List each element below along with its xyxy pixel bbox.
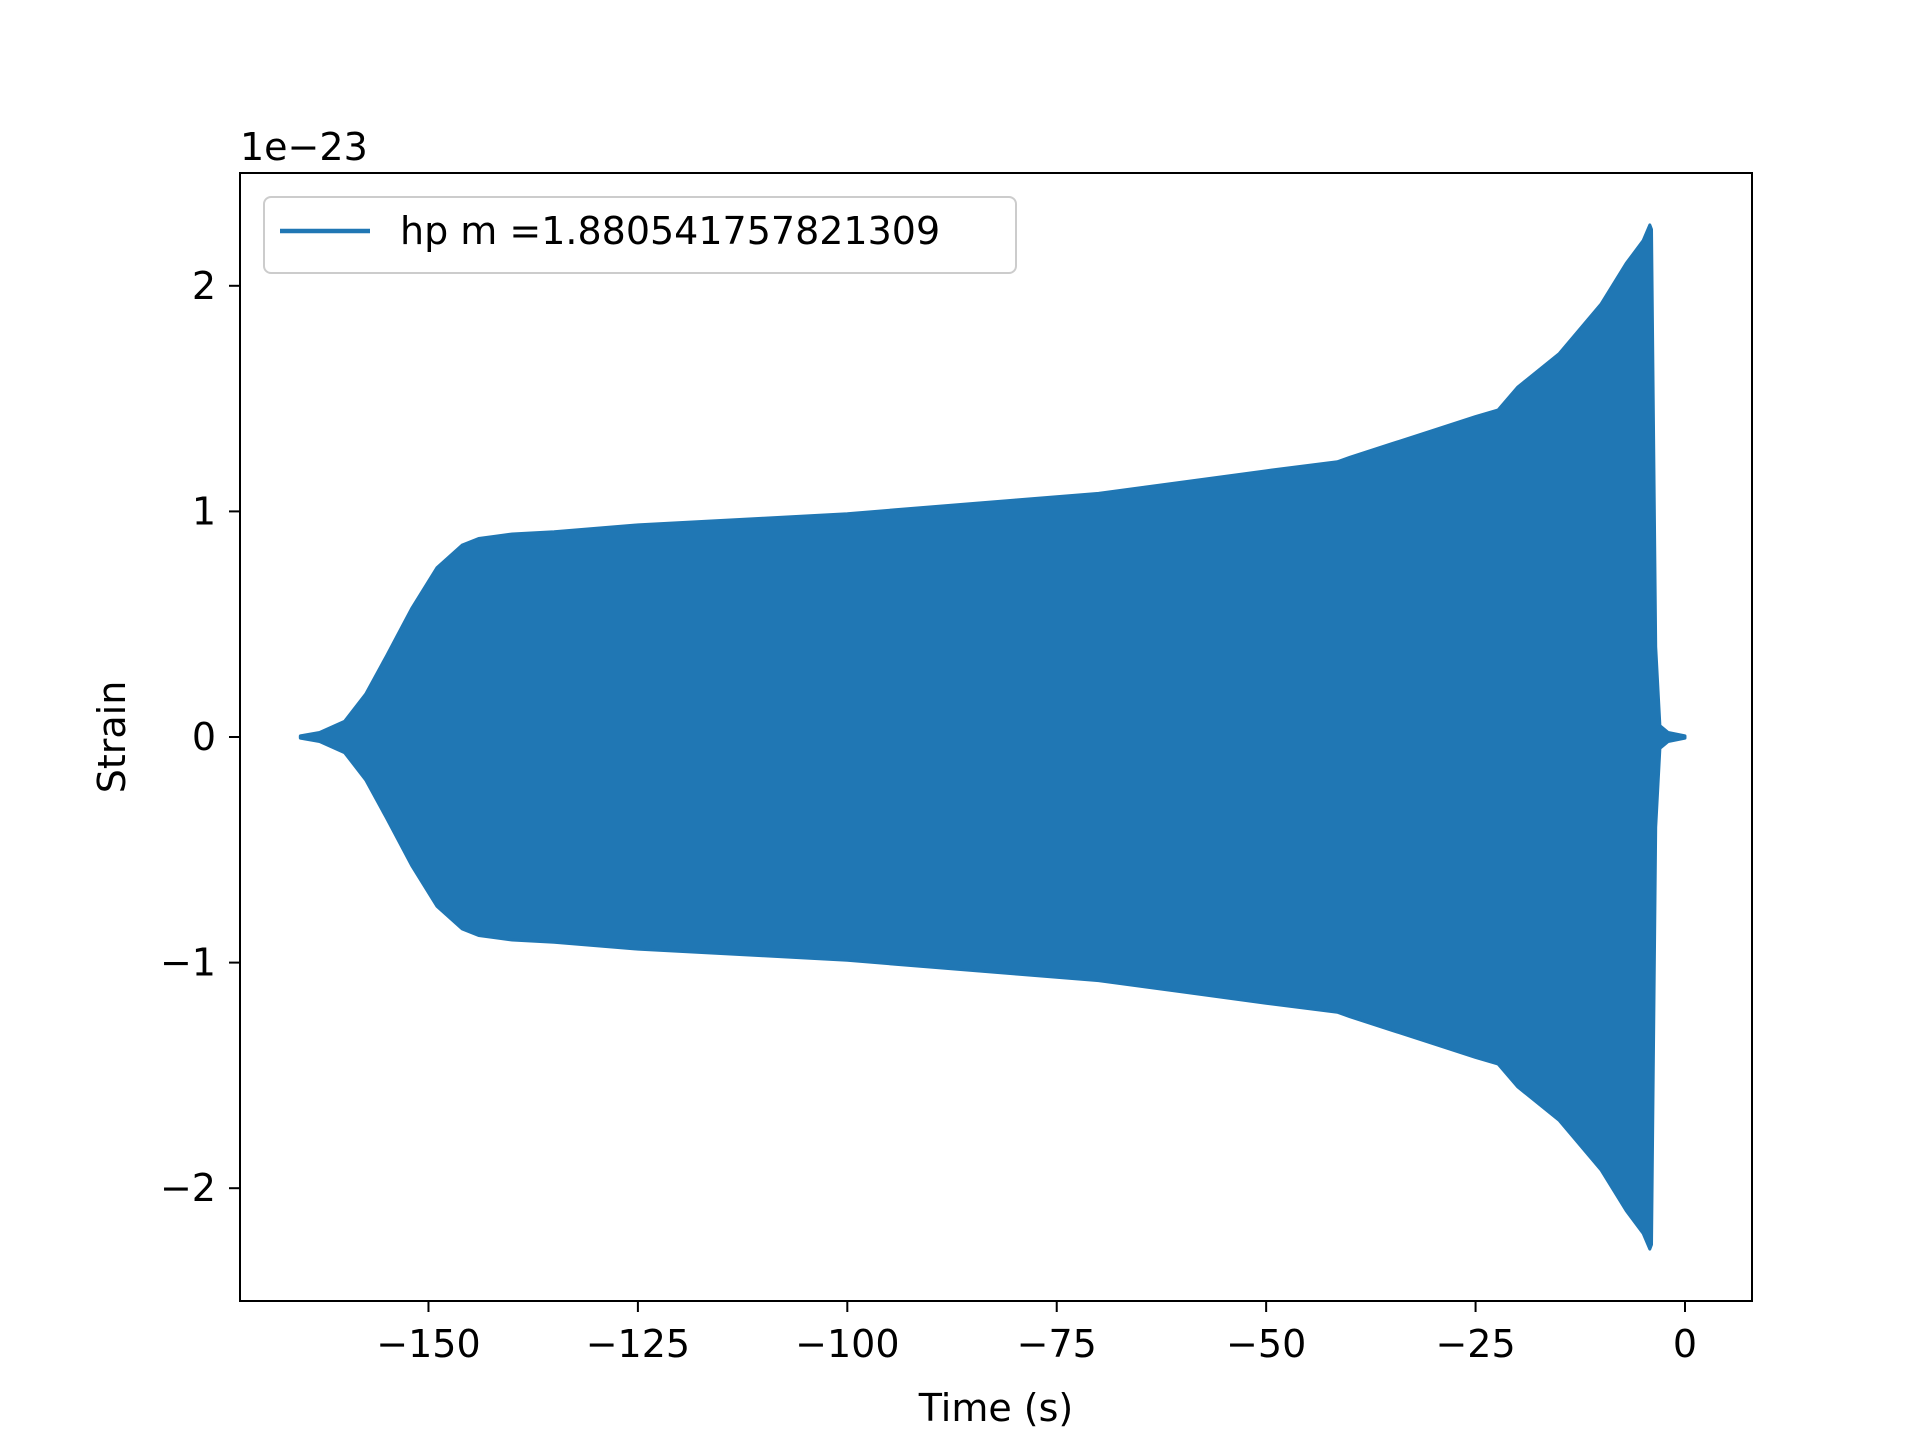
x-tick-label: −25 — [1435, 1322, 1515, 1366]
y-scale-label: 1e−23 — [240, 125, 368, 169]
legend: hp m =1.880541757821309 — [263, 196, 1017, 274]
x-tick-label: −100 — [795, 1322, 899, 1366]
legend-box — [263, 196, 1017, 274]
x-tick-label: 0 — [1673, 1322, 1697, 1366]
y-tick-label: −1 — [160, 941, 216, 985]
x-axis: −150 −125 −100 −75 −50 −25 0 — [376, 1301, 1697, 1366]
x-tick-label: −50 — [1226, 1322, 1306, 1366]
y-tick-label: 0 — [192, 715, 216, 759]
y-axis: −2 −1 0 1 2 — [160, 264, 240, 1210]
x-tick-label: −75 — [1017, 1322, 1097, 1366]
y-axis-label: Strain — [90, 681, 134, 794]
series-0-waveform — [298, 223, 1687, 1251]
y-tick-label: 2 — [192, 264, 216, 308]
x-tick-label: −150 — [376, 1322, 480, 1366]
legend-label: hp m =1.880541757821309 — [400, 209, 940, 253]
x-axis-label: Time (s) — [918, 1386, 1074, 1430]
series-layer — [298, 223, 1687, 1251]
y-tick-label: 1 — [192, 489, 216, 533]
y-tick-label: −2 — [160, 1166, 216, 1210]
x-tick-label: −125 — [586, 1322, 690, 1366]
